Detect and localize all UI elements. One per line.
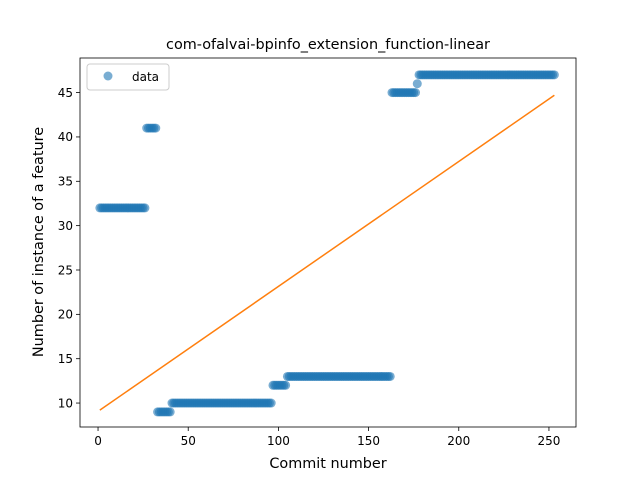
- x-tick-label: 50: [181, 434, 196, 448]
- x-tick-label: 200: [447, 434, 470, 448]
- data-point: [410, 88, 420, 98]
- plot-area: 0 50 100 150 200 250 10 15 20 25 30 35 40 45: [58, 57, 577, 448]
- legend-data-label: data: [132, 70, 159, 84]
- y-tick-label: 30: [58, 219, 73, 233]
- data-point: [266, 398, 276, 408]
- legend-data-marker: [103, 71, 113, 81]
- y-tick-label: 40: [58, 130, 73, 144]
- y-tick-label: 15: [58, 352, 73, 366]
- y-tick-label: 45: [58, 86, 73, 100]
- data-point: [140, 203, 150, 213]
- y-tick-label: 10: [58, 396, 73, 410]
- data-points: [95, 70, 559, 417]
- data-point: [165, 407, 175, 417]
- x-tick-label: 100: [267, 434, 290, 448]
- y-tick-label: 35: [58, 175, 73, 189]
- data-point: [281, 380, 291, 390]
- data-point: [549, 70, 559, 80]
- data-point: [385, 371, 395, 381]
- chart-title: com-ofalvai-bpinfo_extension_function-li…: [166, 37, 490, 53]
- data-point: [412, 79, 422, 89]
- x-tick-label: 0: [94, 434, 102, 448]
- data-point: [151, 123, 161, 133]
- x-axis-label: Commit number: [269, 456, 386, 472]
- x-tick-label: 150: [357, 434, 380, 448]
- axes-frame: [79, 57, 577, 428]
- legend: data: [86, 63, 170, 91]
- fit-line: [99, 94, 555, 411]
- x-tick-label: 250: [537, 434, 560, 448]
- y-tick-label: 20: [58, 308, 73, 322]
- y-axis-label: Number of instance of a feature: [31, 127, 47, 357]
- y-tick-label: 25: [58, 263, 73, 277]
- legend-frame: [86, 63, 170, 91]
